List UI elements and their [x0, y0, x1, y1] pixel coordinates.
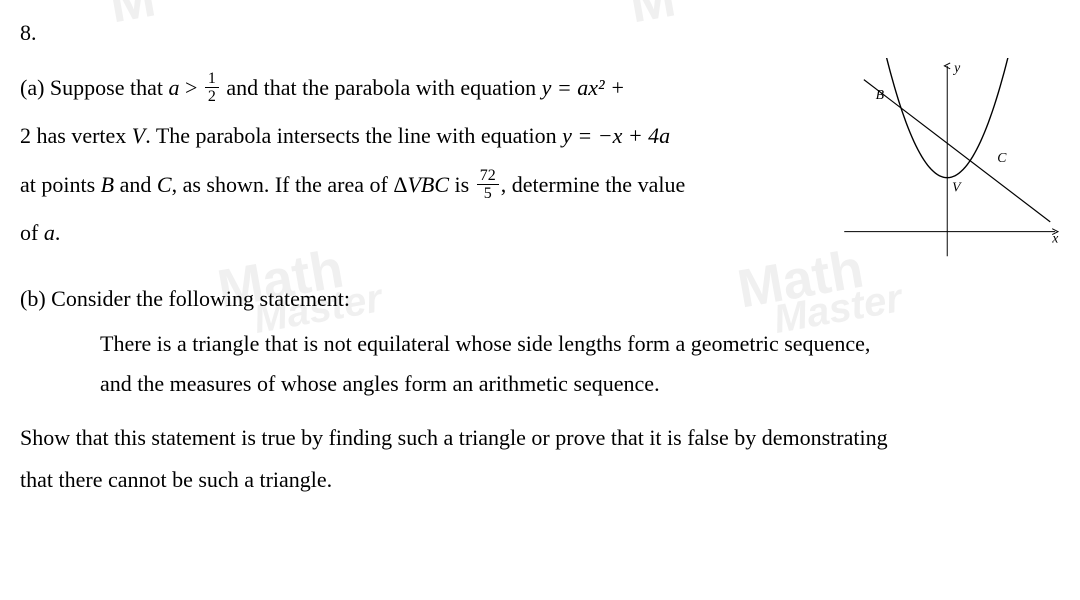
part-a-text: (a) Suppose that a > 12 and that the par… [20, 64, 795, 262]
diagram: B C V y x [805, 58, 1060, 268]
frac-den: 5 [477, 184, 499, 202]
text: 2 has vertex [20, 123, 132, 148]
part-b-intro: (b) Consider the following statement: [20, 286, 1060, 312]
final-line1: Show that this statement is true by find… [20, 425, 888, 450]
line-bc [864, 80, 1050, 222]
label-x: x [1051, 230, 1058, 245]
part-a-row: (a) Suppose that a > 12 and that the par… [20, 64, 1060, 268]
part-b-statement: There is a triangle that is not equilate… [100, 324, 1020, 403]
equation-2: y = −x + 4a [562, 123, 670, 148]
text: , determine the value [501, 172, 685, 197]
point-B: B [101, 172, 114, 197]
var-a: a [44, 220, 55, 245]
equation-1: y = ax² + [542, 75, 625, 100]
final-line2: that there cannot be such a triangle. [20, 467, 332, 492]
text: . The parabola intersects the line with … [145, 123, 562, 148]
page: 8. (a) Suppose that a > 12 and that the … [0, 0, 1080, 600]
text: at points [20, 172, 101, 197]
diagram-svg: B C V y x [805, 58, 1060, 268]
label-B: B [876, 87, 885, 102]
label-C: C [997, 150, 1007, 165]
text: (a) Suppose that [20, 75, 168, 100]
point-C: C [157, 172, 172, 197]
frac-num: 72 [477, 168, 499, 184]
text: and that the parabola with equation [221, 75, 542, 100]
question-number: 8. [20, 20, 1060, 46]
var-a: a [168, 75, 179, 100]
text: is [449, 172, 475, 197]
part-b-final: Show that this statement is true by find… [20, 417, 1060, 501]
statement-line1: There is a triangle that is not equilate… [100, 331, 870, 356]
part-a-body: (a) Suppose that a > 12 and that the par… [20, 64, 795, 258]
statement-line2: and the measures of whose angles form an… [100, 371, 660, 396]
text: and [114, 172, 157, 197]
frac-den: 2 [205, 87, 219, 105]
label-y: y [952, 60, 961, 75]
text: , as shown. If the area of Δ [172, 172, 408, 197]
gt: > [179, 75, 202, 100]
text: of [20, 220, 44, 245]
vertex-V: V [132, 123, 145, 148]
triangle-VBC: VBC [407, 172, 449, 197]
fraction-half: 12 [205, 71, 219, 105]
label-V: V [952, 179, 962, 194]
fraction-72-5: 725 [477, 168, 499, 202]
text: . [55, 220, 61, 245]
frac-num: 1 [205, 71, 219, 87]
